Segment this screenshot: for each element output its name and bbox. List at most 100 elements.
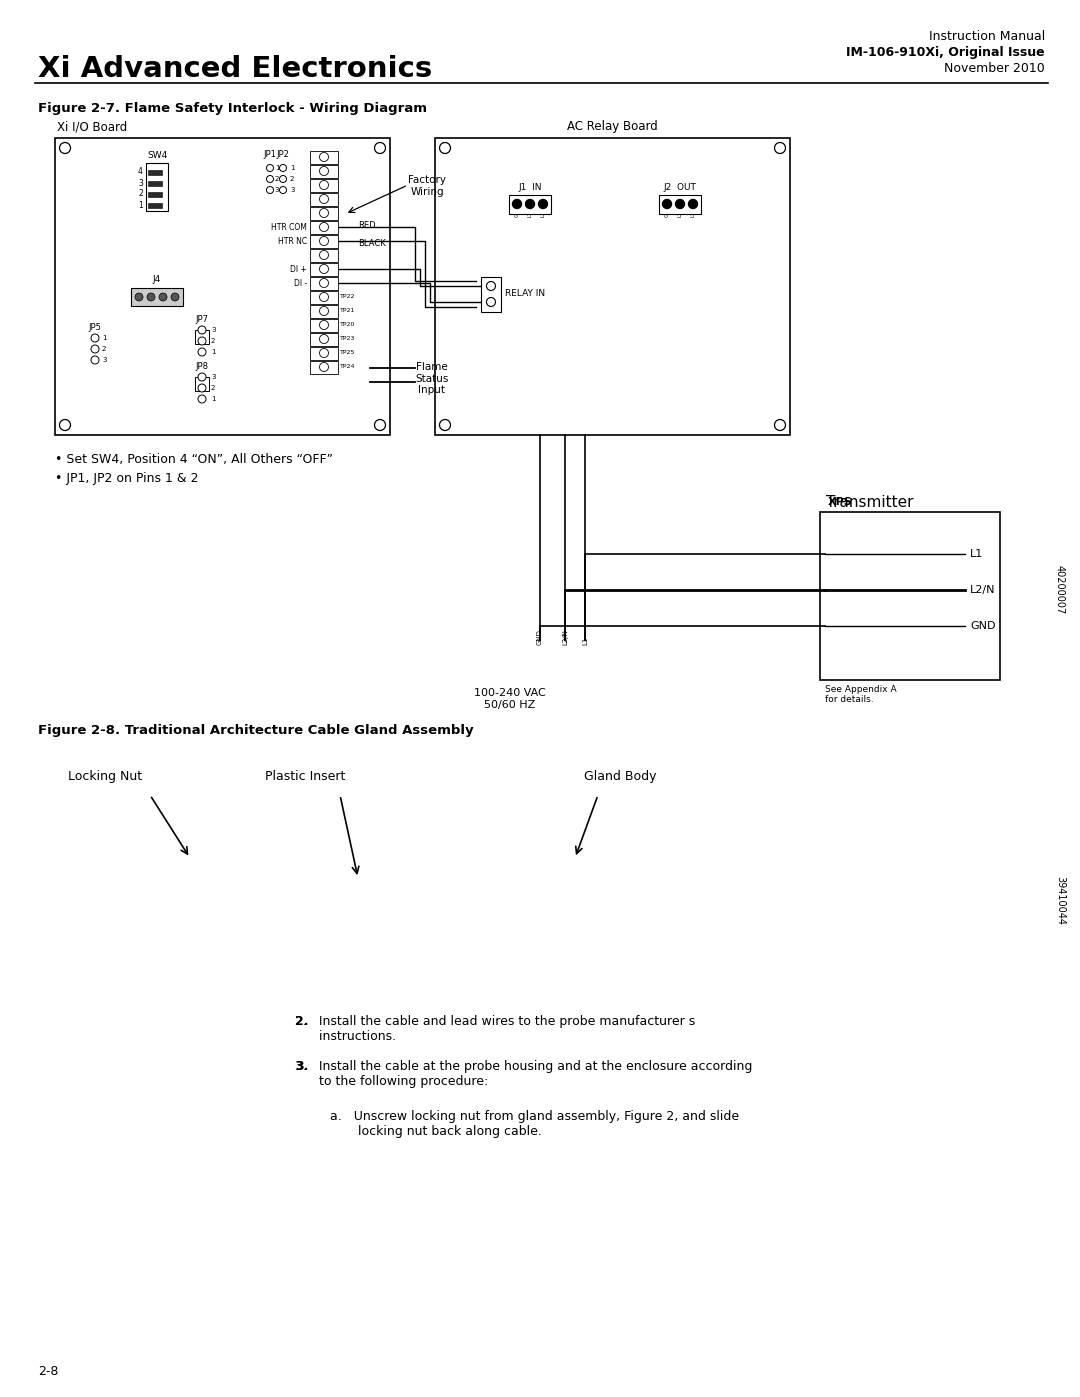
Text: 100-240 VAC
50/60 HZ: 100-240 VAC 50/60 HZ bbox=[474, 687, 545, 710]
Text: November 2010: November 2010 bbox=[944, 61, 1045, 75]
Text: 3: 3 bbox=[274, 187, 280, 193]
Bar bbox=[481, 277, 501, 312]
Text: 4: 4 bbox=[138, 168, 143, 176]
Circle shape bbox=[320, 194, 328, 204]
Circle shape bbox=[198, 337, 206, 345]
Text: • Set SW4, Position 4 “ON”, All Others “OFF”: • Set SW4, Position 4 “ON”, All Others “… bbox=[55, 453, 333, 467]
Circle shape bbox=[320, 362, 328, 372]
Text: 2: 2 bbox=[138, 190, 143, 198]
Text: a.   Unscrew locking nut from gland assembly, Figure 2, and slide
       locking: a. Unscrew locking nut from gland assemb… bbox=[330, 1111, 739, 1139]
Text: 1: 1 bbox=[211, 349, 216, 355]
Bar bbox=[310, 207, 338, 219]
Circle shape bbox=[320, 250, 328, 260]
Circle shape bbox=[526, 200, 535, 208]
Text: 2: 2 bbox=[102, 346, 106, 352]
Circle shape bbox=[198, 373, 206, 381]
Circle shape bbox=[147, 293, 156, 300]
Circle shape bbox=[135, 293, 143, 300]
Text: GND: GND bbox=[537, 629, 543, 645]
Text: TP24: TP24 bbox=[340, 365, 355, 369]
Circle shape bbox=[440, 142, 450, 154]
Text: 2-8: 2-8 bbox=[38, 1365, 58, 1377]
Bar bbox=[148, 191, 162, 197]
Bar bbox=[195, 377, 210, 391]
Text: 3: 3 bbox=[291, 187, 295, 193]
Circle shape bbox=[320, 152, 328, 162]
Text: Xi Advanced Electronics: Xi Advanced Electronics bbox=[38, 54, 432, 82]
Text: BLACK: BLACK bbox=[357, 239, 386, 249]
Circle shape bbox=[320, 334, 328, 344]
Text: TP23: TP23 bbox=[340, 337, 355, 341]
Text: Plastic Insert: Plastic Insert bbox=[265, 770, 346, 782]
Text: Transmitter: Transmitter bbox=[826, 495, 914, 510]
Text: RELAY IN: RELAY IN bbox=[505, 289, 545, 299]
Bar bbox=[310, 221, 338, 235]
Text: GND: GND bbox=[514, 204, 519, 217]
Circle shape bbox=[267, 187, 273, 194]
Bar bbox=[310, 193, 338, 205]
Text: 1: 1 bbox=[291, 165, 295, 170]
Text: 2: 2 bbox=[211, 386, 215, 391]
Circle shape bbox=[320, 166, 328, 176]
Circle shape bbox=[320, 278, 328, 288]
Text: AC Relay Board: AC Relay Board bbox=[567, 120, 658, 133]
Text: J2  OUT: J2 OUT bbox=[663, 183, 697, 191]
Text: JP7: JP7 bbox=[195, 314, 208, 324]
Text: 2.: 2. bbox=[295, 1016, 309, 1028]
Text: Gland Body: Gland Body bbox=[584, 770, 657, 782]
Text: L2/N: L2/N bbox=[677, 204, 683, 217]
Text: TP20: TP20 bbox=[340, 323, 355, 327]
Circle shape bbox=[267, 176, 273, 183]
Text: 2: 2 bbox=[274, 176, 280, 182]
Text: L1: L1 bbox=[540, 211, 545, 217]
Text: HTR NC: HTR NC bbox=[278, 236, 307, 246]
Bar bbox=[310, 305, 338, 319]
Text: RED: RED bbox=[357, 221, 376, 229]
Text: 3.: 3. bbox=[295, 1060, 309, 1073]
Circle shape bbox=[91, 345, 99, 353]
Text: 1: 1 bbox=[138, 201, 143, 210]
Circle shape bbox=[198, 348, 206, 356]
Bar bbox=[820, 511, 1000, 680]
Bar bbox=[310, 151, 338, 163]
Text: 40200007: 40200007 bbox=[1055, 566, 1065, 615]
Text: Locking Nut: Locking Nut bbox=[68, 770, 143, 782]
Circle shape bbox=[267, 165, 273, 172]
Text: L2/N: L2/N bbox=[527, 204, 532, 217]
Text: ON: ON bbox=[146, 207, 157, 212]
Text: 2.   Install the cable and lead wires to the probe manufacturer s
      instruct: 2. Install the cable and lead wires to t… bbox=[295, 1016, 696, 1044]
Text: SW4: SW4 bbox=[147, 151, 167, 161]
Circle shape bbox=[689, 200, 698, 208]
Circle shape bbox=[513, 200, 522, 208]
Bar bbox=[148, 203, 162, 208]
Text: Factory
Wiring: Factory Wiring bbox=[408, 175, 446, 197]
Circle shape bbox=[320, 222, 328, 232]
Circle shape bbox=[375, 142, 386, 154]
Text: JP8: JP8 bbox=[195, 362, 208, 372]
Circle shape bbox=[539, 200, 548, 208]
Text: 3.   Install the cable at the probe housing and at the enclosure according
     : 3. Install the cable at the probe housin… bbox=[295, 1060, 753, 1088]
Text: XPS: XPS bbox=[828, 497, 853, 507]
Bar bbox=[310, 179, 338, 191]
Text: TP22: TP22 bbox=[340, 295, 355, 299]
Text: TP21: TP21 bbox=[340, 309, 355, 313]
Circle shape bbox=[375, 419, 386, 430]
Text: JP2: JP2 bbox=[276, 149, 289, 159]
Text: J1  IN: J1 IN bbox=[518, 183, 542, 191]
Text: L2/N: L2/N bbox=[562, 629, 568, 645]
Circle shape bbox=[486, 298, 496, 306]
Circle shape bbox=[774, 142, 785, 154]
Circle shape bbox=[280, 176, 286, 183]
Bar bbox=[435, 138, 789, 434]
Bar bbox=[148, 182, 162, 186]
Text: DI +: DI + bbox=[291, 264, 307, 274]
Circle shape bbox=[59, 142, 70, 154]
Circle shape bbox=[320, 292, 328, 302]
Circle shape bbox=[198, 384, 206, 393]
Circle shape bbox=[774, 419, 785, 430]
Text: 2: 2 bbox=[211, 338, 215, 344]
Bar bbox=[195, 330, 210, 344]
Circle shape bbox=[662, 200, 672, 208]
Circle shape bbox=[280, 165, 286, 172]
Bar bbox=[310, 235, 338, 249]
